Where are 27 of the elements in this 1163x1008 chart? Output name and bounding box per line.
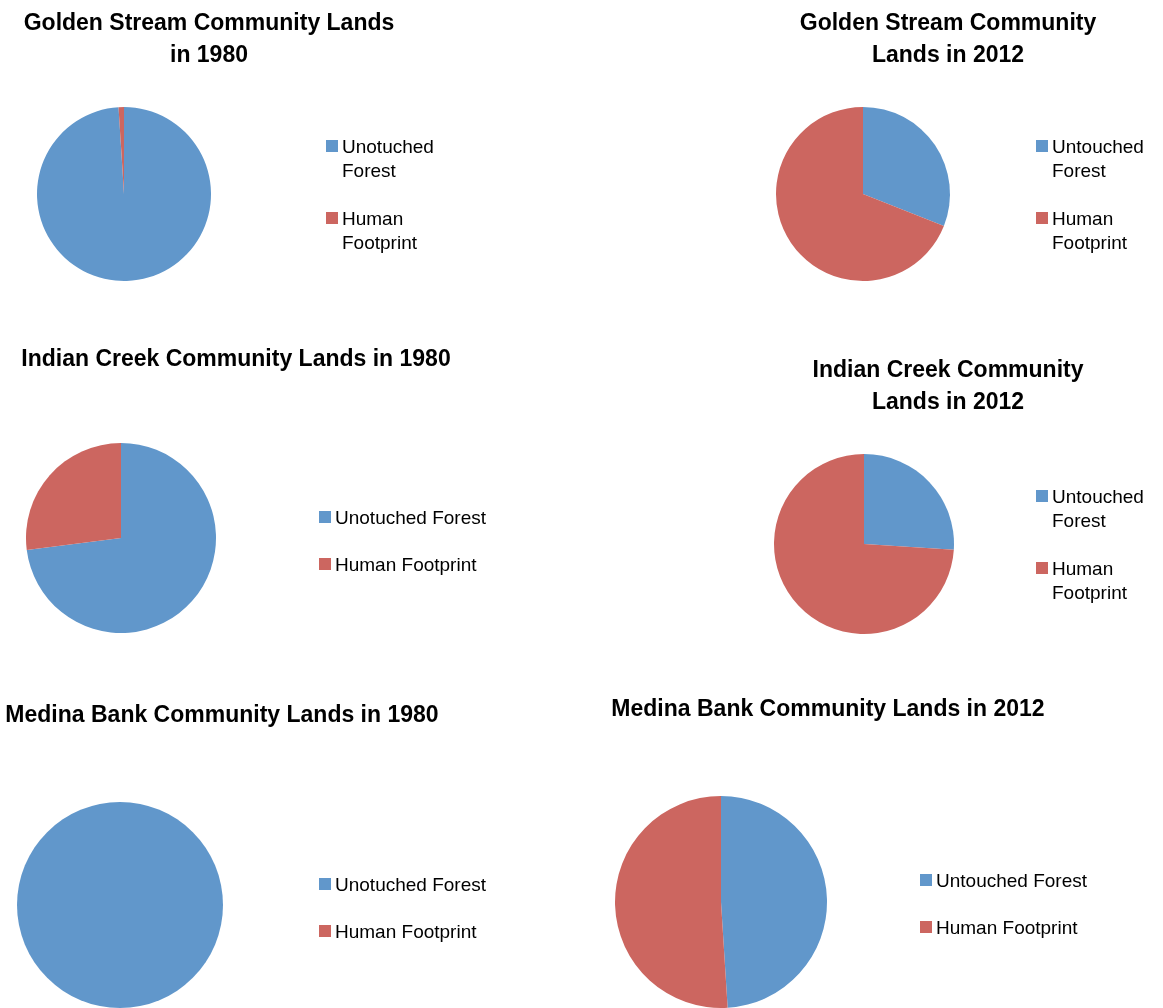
pie-slice (615, 796, 728, 1008)
legend-label: Human Footprint (1052, 207, 1128, 253)
legend-label: Human Footprint (1052, 557, 1128, 603)
legend-label: Human Footprint (342, 207, 418, 253)
legend-label: Untouched Forest (1052, 485, 1144, 531)
chart-title: Indian Creek Community Lands in 1980 (21, 345, 451, 371)
chart-title: Golden Stream Community Lands in 1980 (23, 9, 395, 67)
pie-slice (37, 107, 211, 281)
legend-label: Unotuched Forest (335, 506, 487, 528)
pie-slice (26, 443, 216, 633)
chart-title: Indian Creek Community Lands in 2012 (812, 356, 1084, 414)
legend-label: Unotuched Forest (342, 135, 434, 181)
pie-slice (776, 107, 944, 281)
legend-label: Human Footprint (335, 920, 478, 942)
pie-slice (863, 107, 950, 227)
legend-label: Untouched Forest (1052, 135, 1144, 181)
pie-slice (721, 796, 827, 1008)
legend-label: Human Footprint (936, 916, 1079, 938)
chart-title: Golden Stream Community Lands in 2012 (799, 9, 1097, 67)
pie-slice (26, 443, 121, 550)
legend-label: Unotuched Forest (335, 873, 487, 895)
pie-slice (774, 454, 954, 634)
legend-label: Untouched Forest (936, 869, 1088, 891)
pie-slice (864, 454, 954, 550)
chart-title: Medina Bank Community Lands in 1980 (5, 701, 439, 727)
legend-label: Human Footprint (335, 553, 478, 575)
chart-title: Medina Bank Community Lands in 2012 (611, 695, 1045, 721)
